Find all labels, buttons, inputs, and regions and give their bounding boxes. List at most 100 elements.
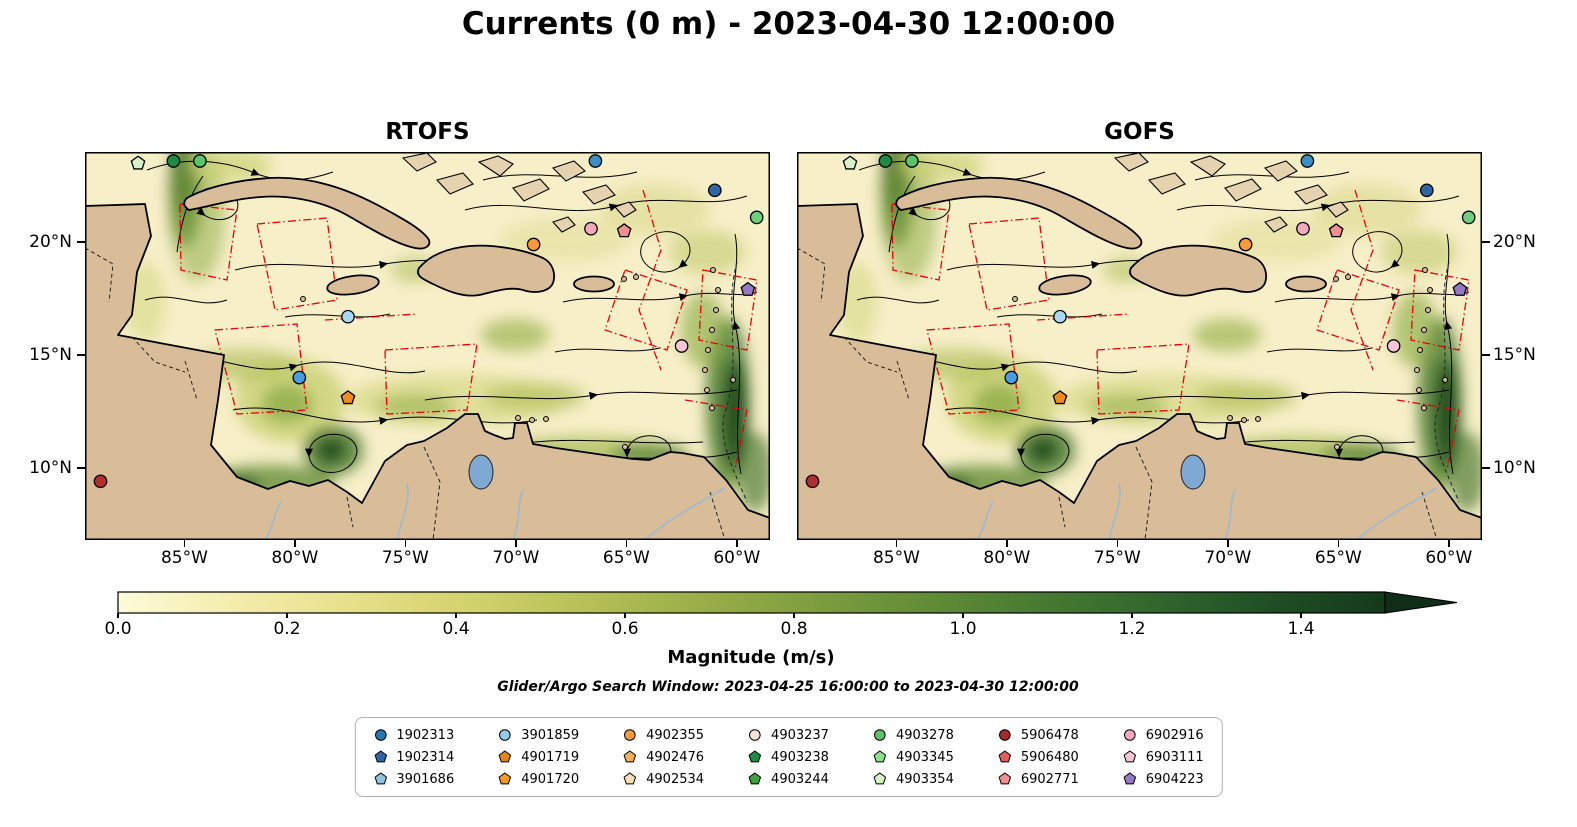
legend-entry: 3901686	[373, 769, 454, 789]
legend-circle-icon	[374, 729, 387, 741]
float-marker	[1461, 210, 1476, 225]
legend-entry: 6902771	[998, 769, 1079, 789]
x-tick-mark	[625, 540, 628, 547]
legend-label: 4903244	[771, 771, 829, 787]
legend-circle-icon	[749, 729, 761, 741]
float-marker	[93, 474, 108, 489]
y-tick-label: 20°N	[29, 232, 72, 253]
float-marker	[1328, 223, 1344, 238]
legend-entry: 4903354	[873, 769, 954, 789]
legend-entry: 4903237	[748, 725, 829, 745]
float-marker	[740, 281, 756, 296]
float-marker	[340, 390, 356, 405]
legend-label: 4903354	[895, 771, 954, 787]
y-tick-mark	[1482, 241, 1490, 243]
float-marker	[166, 154, 181, 168]
float-marker	[584, 221, 598, 236]
legend-pentagon-icon	[748, 772, 762, 785]
x-tick-mark	[1227, 540, 1229, 547]
legend-label: 6904223	[1145, 771, 1204, 787]
y-tick-label: 10°N	[29, 457, 72, 478]
legend-entry: 4902355	[623, 725, 704, 745]
x-tick-mark	[736, 540, 738, 547]
colorbar-tick-label: 0.2	[273, 619, 301, 639]
x-tick-mark	[183, 540, 186, 547]
legend-label: 4903237	[771, 727, 829, 743]
float-marker	[1296, 221, 1310, 236]
float-marker	[1386, 339, 1401, 353]
float-marker	[588, 154, 603, 168]
y-tick-label: 20°N	[1493, 232, 1536, 253]
legend-entry: 5906478	[998, 725, 1079, 745]
legend-label: 3901859	[521, 727, 580, 743]
x-tick-label: 80°W	[271, 548, 319, 568]
legend-pentagon-icon	[873, 750, 887, 763]
map-gofs	[797, 152, 1482, 540]
x-tick-label: 60°W	[713, 548, 761, 568]
x-tick-label: 85°W	[872, 548, 920, 568]
legend-pentagon-icon	[1123, 750, 1137, 763]
legend-label: 5906480	[1020, 749, 1079, 765]
float-marker	[341, 309, 355, 324]
legend-pentagon-icon	[1123, 772, 1137, 785]
float-markers	[805, 154, 1476, 489]
legend-label: 1902313	[396, 727, 455, 743]
search-window-note: Glider/Argo Search Window: 2023-04-25 16…	[497, 679, 1079, 695]
float-marker	[1238, 237, 1253, 252]
legend-entry: 4901719	[498, 747, 579, 767]
float-marker	[1452, 281, 1468, 296]
float-marker	[707, 183, 722, 198]
colorbar-tick-mark	[286, 613, 288, 618]
float-markers	[93, 154, 764, 489]
float-marker	[1300, 154, 1315, 168]
legend-label: 4902476	[646, 749, 705, 765]
legend-entry: 1902314	[373, 747, 454, 767]
x-tick-label: 75°W	[381, 548, 429, 568]
float-marker	[1419, 183, 1434, 198]
colorbar-gradient	[118, 592, 1385, 613]
colorbar-tick-mark	[624, 613, 626, 618]
legend-circle-icon	[874, 729, 886, 741]
x-tick-mark	[1116, 540, 1119, 547]
legend-label: 4901719	[521, 749, 580, 765]
legend-entry: 6902916	[1123, 725, 1204, 745]
colorbar-tick-label: 0.0	[104, 619, 132, 639]
legend-entry: 6903111	[1123, 747, 1204, 767]
legend-entry: 4903278	[873, 725, 954, 745]
x-tick-mark	[1006, 540, 1008, 547]
legend-pentagon-icon	[998, 772, 1012, 785]
colorbar-tick-mark	[455, 613, 457, 618]
x-tick-mark	[404, 540, 407, 547]
x-tick-mark	[515, 540, 517, 547]
legend-circle-icon	[1123, 729, 1136, 741]
y-tick-mark	[77, 241, 85, 243]
legend-label: 6902771	[1020, 771, 1079, 787]
float-marker	[905, 154, 919, 168]
legend-entry: 3901859	[498, 725, 579, 745]
legend-label: 4901720	[521, 771, 580, 787]
y-tick-label: 10°N	[1493, 457, 1536, 478]
panel-title-gofs: GOFS	[1104, 119, 1175, 145]
legend-entry: 4903244	[748, 769, 829, 789]
x-tick-label: 60°W	[1425, 548, 1473, 568]
figure-title: Currents (0 m) - 2023-04-30 12:00:00	[461, 6, 1116, 42]
legend-entry: 4902476	[623, 747, 704, 767]
legend-entry: 6904223	[1123, 769, 1204, 789]
colorbar-tick-mark	[117, 613, 119, 618]
legend-label: 4903238	[771, 749, 829, 765]
y-tick-mark	[1482, 354, 1490, 356]
float-marker	[193, 154, 207, 168]
legend-entry: 4903345	[873, 747, 954, 767]
x-tick-label: 75°W	[1093, 548, 1141, 568]
float-marker	[674, 339, 689, 353]
legend-entry: 4901720	[498, 769, 579, 789]
legend-pentagon-icon	[498, 772, 512, 785]
float-marker	[1053, 309, 1067, 324]
x-tick-label: 65°W	[602, 548, 650, 568]
float-marker	[526, 237, 541, 252]
legend-entry: 4902534	[623, 769, 704, 789]
float-marker	[878, 154, 893, 168]
colorbar-tick-label: 1.0	[949, 619, 977, 639]
float-marker	[1052, 390, 1068, 405]
